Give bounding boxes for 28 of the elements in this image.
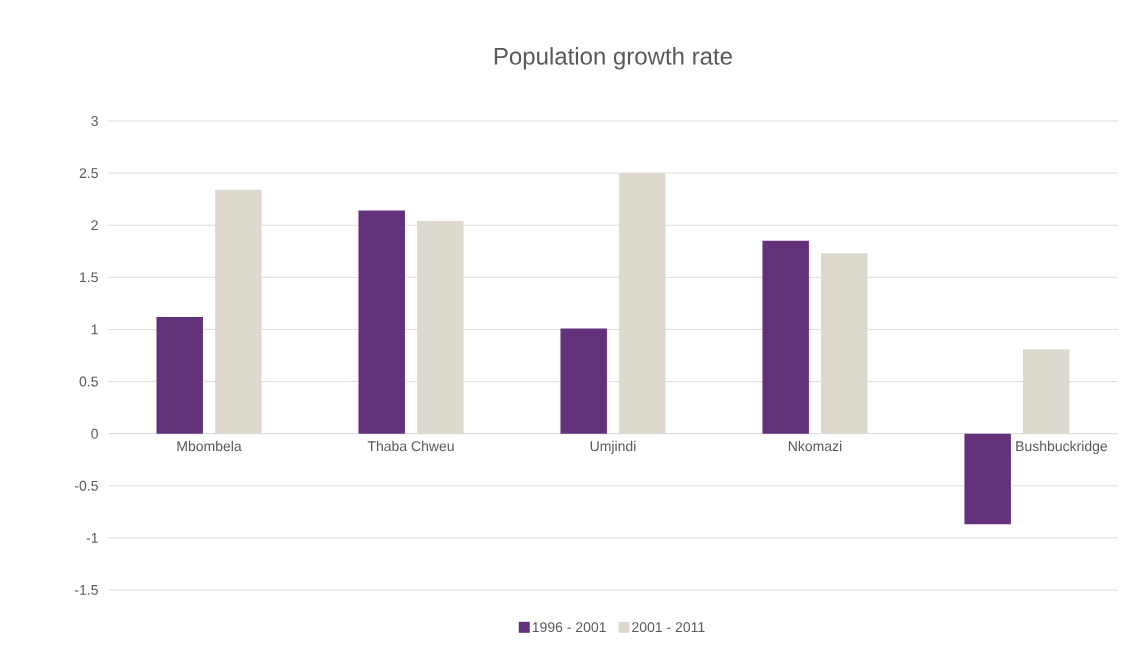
x-tick-label: Bushbuckridge <box>1016 440 1108 454</box>
y-tick-label: 1.5 <box>80 272 98 283</box>
bar <box>821 253 868 434</box>
y-tick-label: -1 <box>86 533 98 543</box>
bar <box>619 173 666 434</box>
x-tick-label: Mbombela <box>177 440 242 452</box>
chart-title: Population growth rate <box>494 47 732 70</box>
y-tick-label: 0 <box>91 428 98 439</box>
bar <box>417 221 464 434</box>
y-tick-label: 2 <box>91 220 98 231</box>
x-tick-label: Nkomazi <box>788 440 842 452</box>
bar <box>762 240 809 434</box>
y-tick-label: -0.5 <box>74 480 98 491</box>
bar <box>560 328 607 434</box>
bar <box>964 433 1011 525</box>
y-tick-label: -1.5 <box>74 585 98 595</box>
bar <box>215 189 262 434</box>
x-tick-label: Thaba Chweu <box>367 440 454 452</box>
x-tick-label: Umjindi <box>590 440 636 454</box>
bar <box>358 210 405 434</box>
legend-label: 2001 - 2011 <box>632 622 705 633</box>
y-tick-label: 3 <box>91 116 98 126</box>
y-tick-label: 1 <box>91 324 98 335</box>
bar <box>1023 349 1070 434</box>
legend-label: 1996 - 2001 <box>532 622 606 633</box>
bar <box>156 316 203 434</box>
y-tick-label: 0.5 <box>79 376 98 387</box>
y-tick-label: 2.5 <box>79 168 98 179</box>
